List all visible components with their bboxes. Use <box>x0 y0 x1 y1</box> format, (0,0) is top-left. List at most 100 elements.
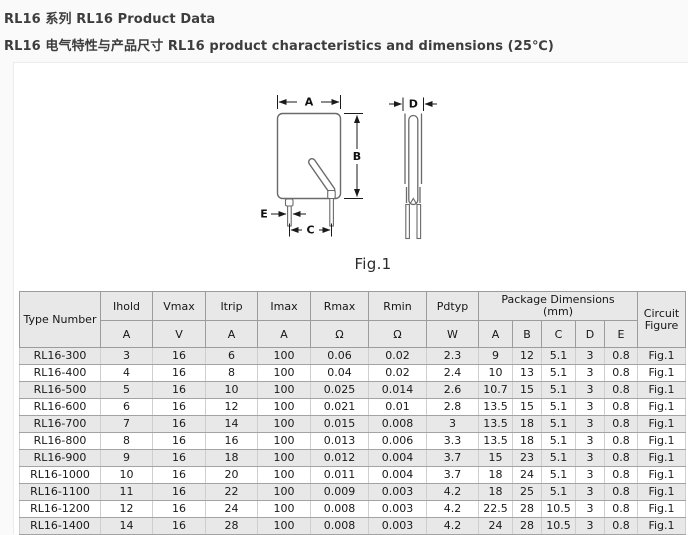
value-cell: 28 <box>512 517 542 535</box>
value-cell: 0.012 <box>310 449 369 467</box>
value-cell: 0.011 <box>310 466 369 484</box>
type-number-cell: RL16-700 <box>19 415 101 433</box>
type-number-cell: RL16-1200 <box>19 500 101 518</box>
value-cell: 5.1 <box>541 466 576 484</box>
type-number-cell: RL16-800 <box>19 432 101 450</box>
pkg-col-E: E <box>604 320 638 348</box>
value-cell: Fig.1 <box>637 364 686 382</box>
value-cell: 14 <box>100 517 153 535</box>
value-cell: 3.7 <box>426 466 479 484</box>
value-cell: 3 <box>575 432 605 450</box>
value-cell: 2.6 <box>426 381 479 399</box>
value-cell: 3 <box>575 483 605 501</box>
value-cell: 16 <box>152 517 206 535</box>
value-cell: 3 <box>575 517 605 535</box>
value-cell: 4.2 <box>426 517 479 535</box>
dim-label-E: E <box>260 208 268 221</box>
value-cell: 16 <box>152 449 206 467</box>
circuit-figure-line2: Figure <box>644 318 679 332</box>
value-cell: 0.003 <box>368 483 427 501</box>
table-row: RL16-600 6 16 12 100 0.021 0.01 2.8 13.5 15 5.1 3 0.… <box>19 398 686 416</box>
value-cell: 100 <box>257 381 311 399</box>
unit-itrip: A <box>205 320 258 348</box>
value-cell: 9 <box>478 347 513 365</box>
value-cell: 3 <box>426 415 479 433</box>
value-cell: 100 <box>257 415 311 433</box>
type-number-cell: RL16-1400 <box>19 517 101 535</box>
table-header: Type Number Ihold Vmax Itrip Imax Rmax R… <box>19 291 686 348</box>
header-itrip: Itrip <box>205 291 258 321</box>
table-row: RL16-1200 12 16 24 100 0.008 0.003 4.2 22.5 28 10.… <box>19 500 686 518</box>
value-cell: 25 <box>512 483 542 501</box>
value-cell: 100 <box>257 500 311 518</box>
header-pdtyp: Pdtyp <box>426 291 479 321</box>
value-cell: 4 <box>100 364 153 382</box>
value-cell: 0.8 <box>604 517 638 535</box>
value-cell: 5.1 <box>541 364 576 382</box>
value-cell: 0.021 <box>310 398 369 416</box>
value-cell: 6 <box>100 398 153 416</box>
product-data-table: Type Number Ihold Vmax Itrip Imax Rmax R… <box>19 291 686 535</box>
value-cell: 3 <box>575 500 605 518</box>
value-cell: 0.04 <box>310 364 369 382</box>
value-cell: Fig.1 <box>637 347 686 365</box>
value-cell: 0.008 <box>310 500 369 518</box>
value-cell: 0.004 <box>368 449 427 467</box>
value-cell: Fig.1 <box>637 466 686 484</box>
side-view <box>404 113 423 240</box>
pkg-col-D: D <box>575 320 605 348</box>
value-cell: 0.008 <box>310 517 369 535</box>
type-number-cell: RL16-300 <box>19 347 101 365</box>
value-cell: 0.8 <box>604 398 638 416</box>
dim-label-B: B <box>353 150 361 163</box>
value-cell: 18 <box>478 483 513 501</box>
package-dimensions-title: Package Dimensions <box>501 293 615 306</box>
header-imax: Imax <box>257 291 311 321</box>
value-cell: 5.1 <box>541 347 576 365</box>
value-cell: 3 <box>575 364 605 382</box>
value-cell: 18 <box>205 449 258 467</box>
value-cell: 16 <box>152 347 206 365</box>
value-cell: 100 <box>257 432 311 450</box>
value-cell: 22.5 <box>478 500 513 518</box>
dim-B <box>344 113 363 199</box>
value-cell: 0.008 <box>368 415 427 433</box>
unit-rmax: Ω <box>310 320 369 348</box>
table-row: RL16-400 4 16 8 100 0.04 0.02 2.4 10 13 5.1 3 0.8 Fig… <box>19 364 686 382</box>
value-cell: 28 <box>512 500 542 518</box>
value-cell: Fig.1 <box>637 398 686 416</box>
dim-D <box>389 97 437 111</box>
value-cell: 23 <box>512 449 542 467</box>
value-cell: 0.8 <box>604 500 638 518</box>
header-package-dimensions: Package Dimensions (mm) <box>478 291 638 321</box>
value-cell: 5.1 <box>541 483 576 501</box>
value-cell: 15 <box>512 381 542 399</box>
type-number-cell: RL16-900 <box>19 449 101 467</box>
dim-C <box>289 223 332 237</box>
value-cell: 13.5 <box>478 415 513 433</box>
type-number-cell: RL16-1000 <box>19 466 101 484</box>
value-cell: 0.8 <box>604 347 638 365</box>
value-cell: 22 <box>205 483 258 501</box>
table-row: RL16-800 8 16 16 100 0.013 0.006 3.3 13.5 18 5.1 3 0… <box>19 432 686 450</box>
unit-ihold: A <box>100 320 153 348</box>
value-cell: 100 <box>257 466 311 484</box>
value-cell: 14 <box>205 415 258 433</box>
value-cell: 100 <box>257 364 311 382</box>
value-cell: 24 <box>512 466 542 484</box>
value-cell: 3 <box>100 347 153 365</box>
value-cell: 5.1 <box>541 398 576 416</box>
pkg-col-C: C <box>541 320 576 348</box>
value-cell: 2.4 <box>426 364 479 382</box>
value-cell: 100 <box>257 483 311 501</box>
value-cell: 0.004 <box>368 466 427 484</box>
table-body: RL16-300 3 16 6 100 0.06 0.02 2.3 9 12 5.1 3 0.8 Fig.… <box>19 347 686 535</box>
type-number-cell: RL16-600 <box>19 398 101 416</box>
value-cell: 18 <box>512 415 542 433</box>
value-cell: 0.025 <box>310 381 369 399</box>
value-cell: 10.5 <box>541 517 576 535</box>
value-cell: 100 <box>257 449 311 467</box>
value-cell: 0.015 <box>310 415 369 433</box>
page-subtitle: RL16 电气特性与产品尺寸 RL16 product characterist… <box>4 39 554 54</box>
type-number-cell: RL16-400 <box>19 364 101 382</box>
